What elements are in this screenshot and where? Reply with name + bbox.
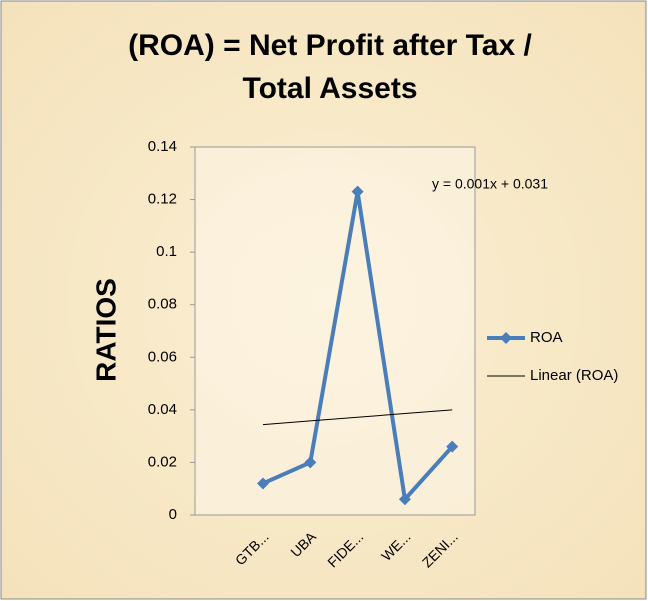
legend-label: ROA	[530, 329, 563, 346]
trend-line	[262, 409, 453, 426]
y-tick-label: 0.1	[156, 243, 177, 260]
y-tick-label: 0.04	[148, 401, 177, 418]
legend-marker	[500, 332, 512, 344]
y-tick-label: 0.08	[148, 296, 177, 313]
y-tick-label: 0.06	[148, 348, 177, 365]
chart-title: Total Assets	[242, 72, 417, 105]
legend-label: Linear (ROA)	[530, 367, 618, 384]
data-point	[446, 440, 459, 453]
data-point	[351, 185, 364, 198]
y-tick-label: 0.02	[148, 453, 177, 470]
y-tick-label: 0.12	[148, 191, 177, 208]
data-point	[398, 493, 411, 506]
data-point	[257, 477, 269, 490]
y-tick-label: 0	[169, 506, 177, 523]
data-point	[304, 456, 317, 469]
chart-title: (ROA) = Net Profit after Tax /	[128, 29, 532, 62]
y-tick-label: 0.14	[148, 138, 177, 155]
y-axis-label: RATIOS	[90, 278, 121, 382]
annotation: y = 0.001x + 0.031	[432, 176, 548, 192]
